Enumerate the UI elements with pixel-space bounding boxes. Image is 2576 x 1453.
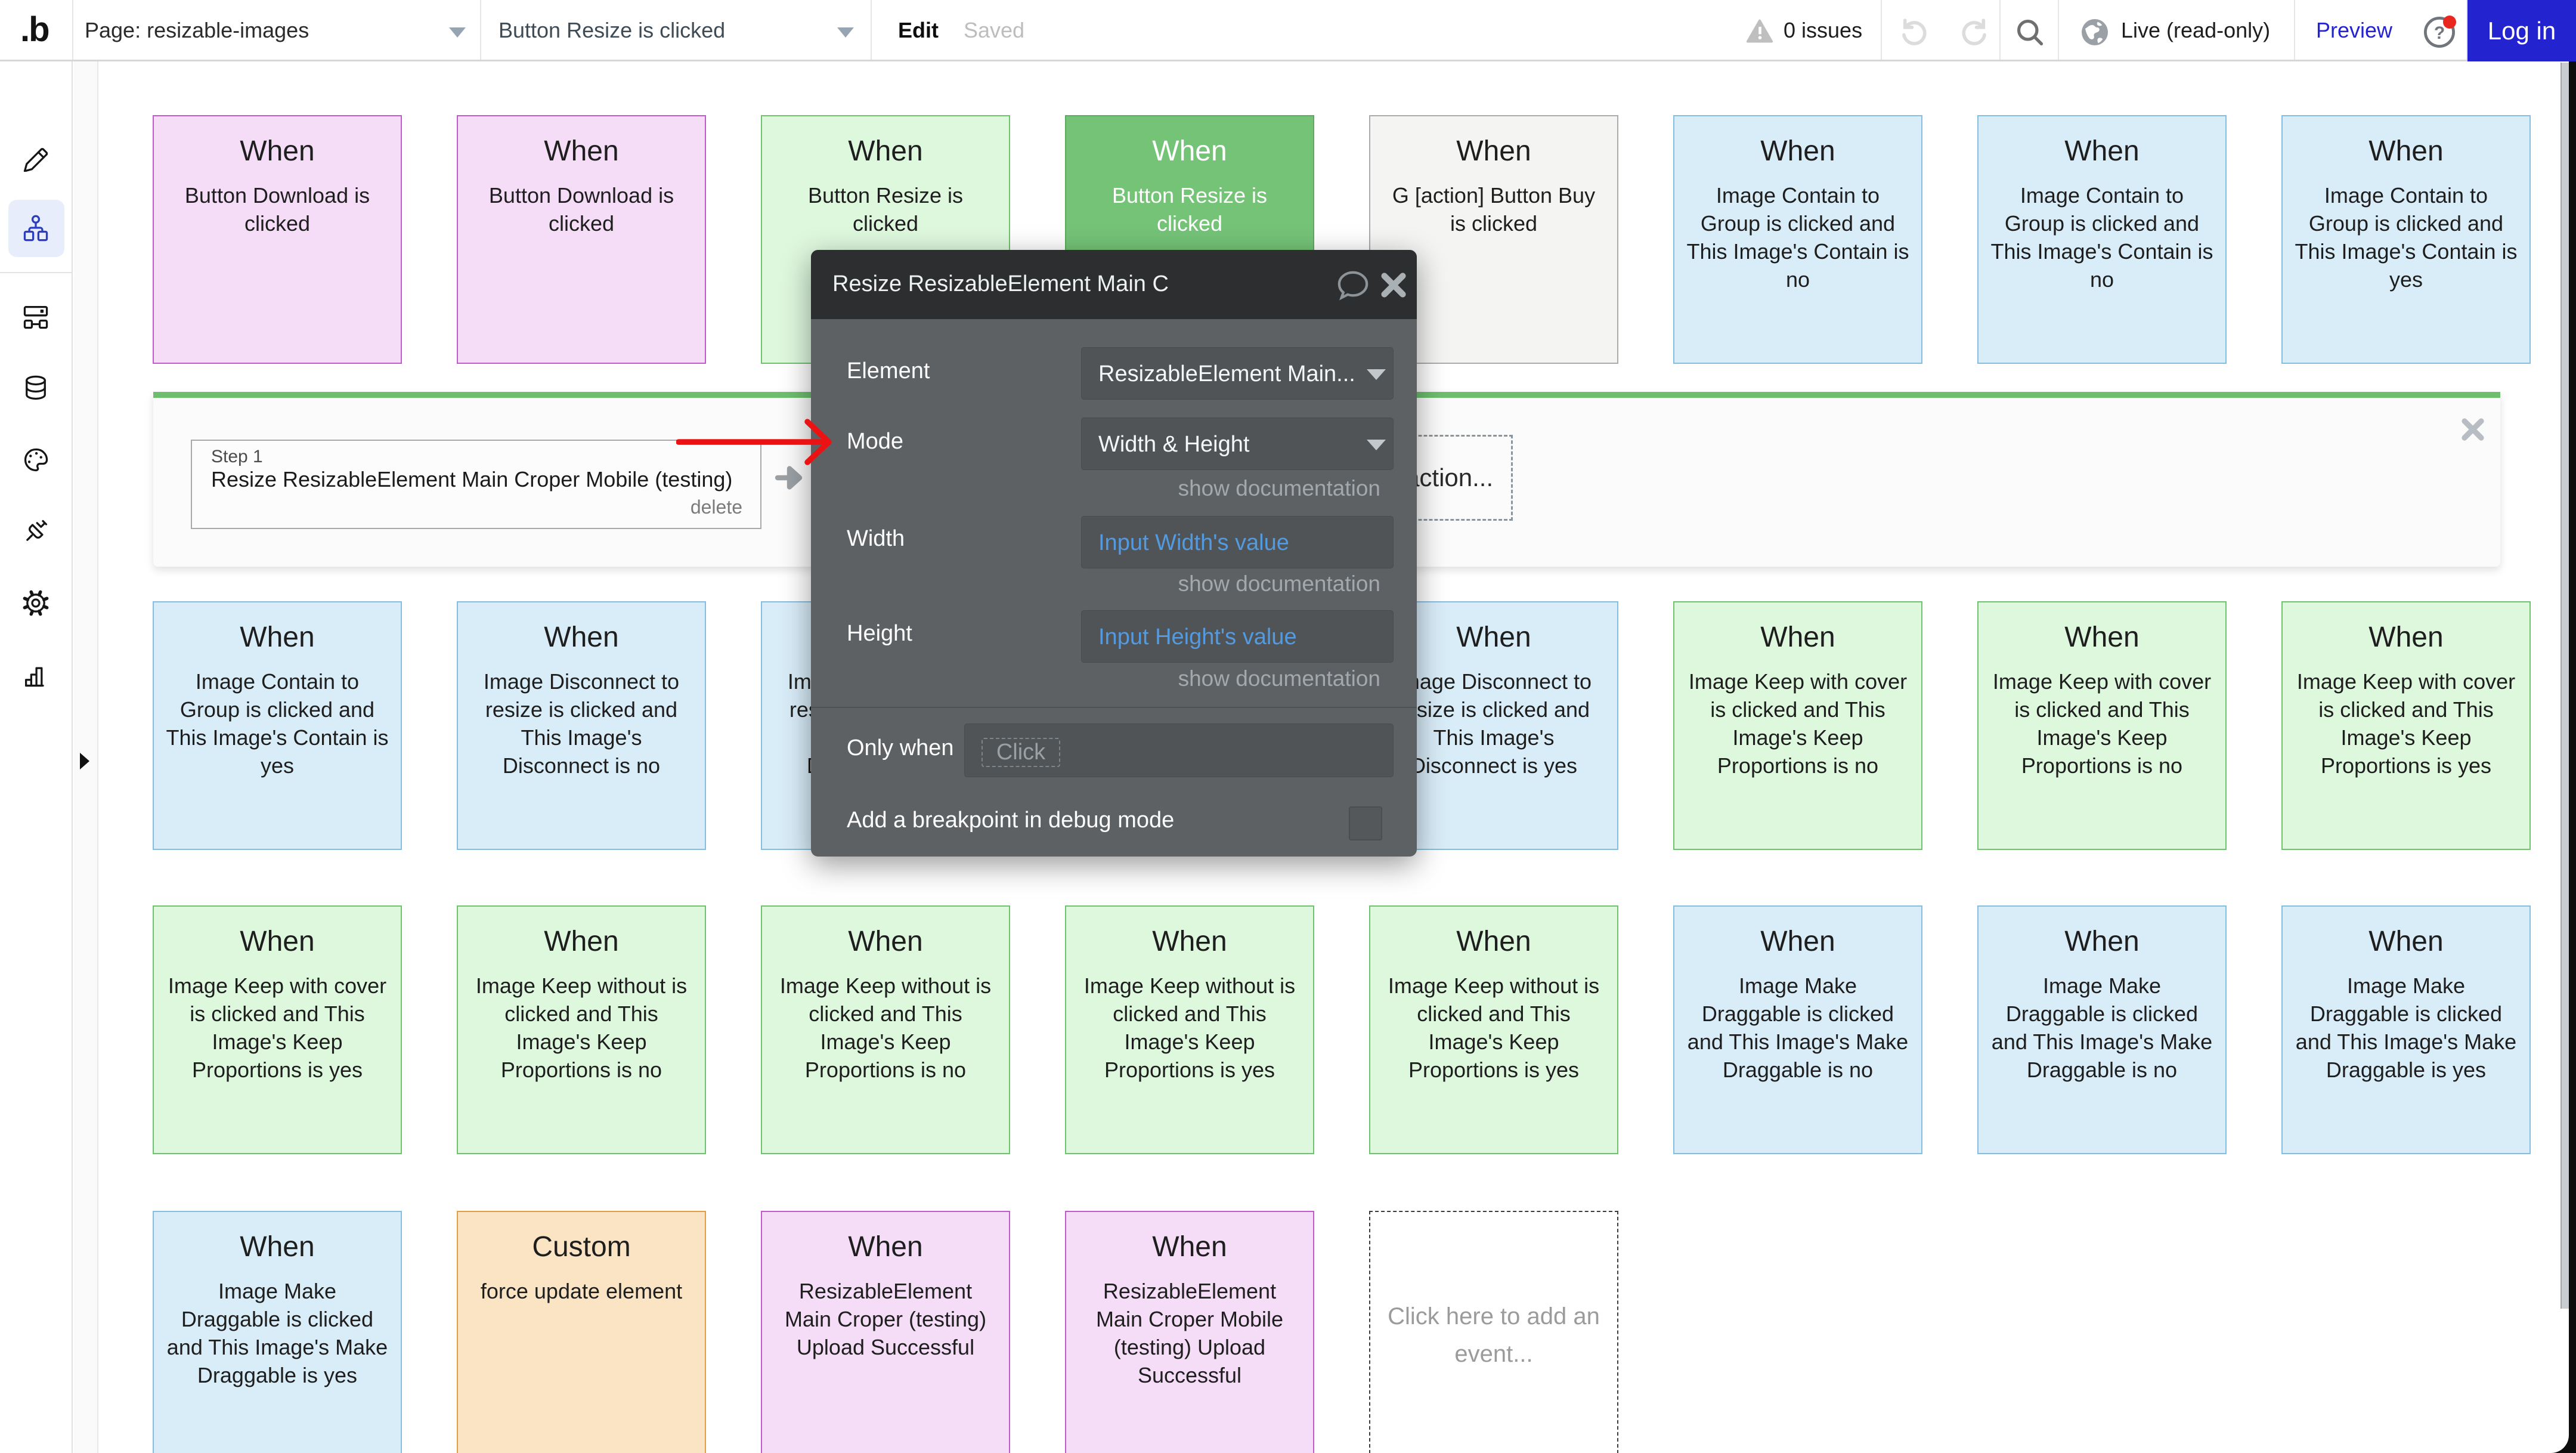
- svg-text:?: ?: [2434, 23, 2445, 43]
